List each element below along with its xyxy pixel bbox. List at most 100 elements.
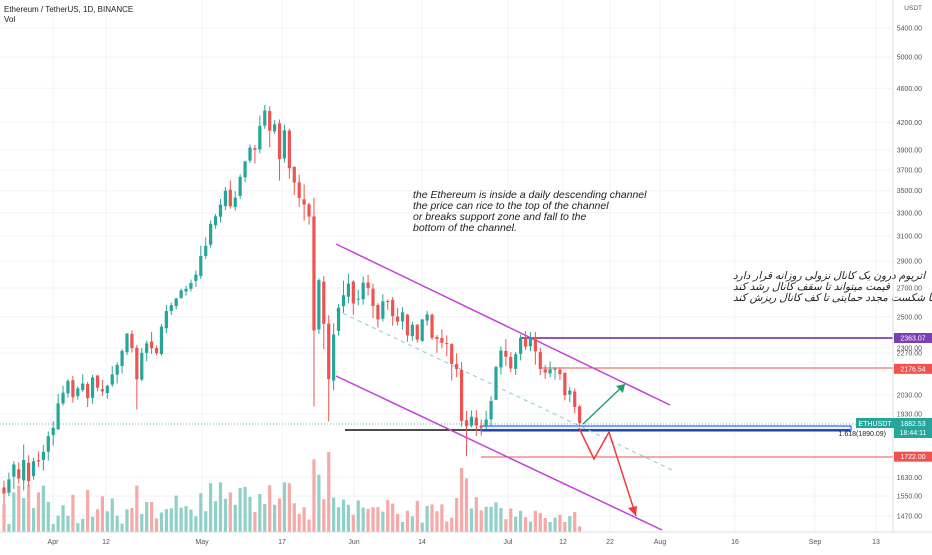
volume-bar (184, 506, 188, 532)
candle-body (150, 341, 154, 349)
volume-bar (76, 523, 80, 532)
candle-body (440, 338, 444, 343)
price-axis[interactable]: USDT 5400.00 5000.00 4600.00 4200.00 3900.00… (892, 0, 922, 532)
support-zone[interactable] (480, 425, 852, 432)
volume-bar (95, 509, 100, 532)
candle-body (489, 401, 493, 420)
candle-body (558, 369, 562, 375)
price-tick-label: 1550.00 (897, 494, 922, 501)
candle-body (253, 148, 257, 150)
volume-bar (7, 524, 11, 532)
candle-body (258, 125, 262, 150)
candle-body (90, 377, 95, 398)
volume-bar (243, 486, 247, 532)
candle-body (36, 460, 41, 462)
volume-bar (223, 498, 227, 532)
candle-body (213, 216, 218, 226)
volume-bar (568, 516, 572, 532)
volume-bar (46, 502, 50, 532)
candle-body (346, 283, 350, 297)
price-level-value: 2363.07 (900, 336, 925, 343)
candle-body (459, 369, 464, 422)
volume-bar (86, 490, 90, 532)
english-annotation[interactable]: the Ethereum is inside a daily descendin… (413, 189, 647, 234)
volume-bar (504, 519, 508, 532)
candle-body (184, 288, 188, 292)
volume-bar (164, 509, 168, 532)
volume-bar (548, 522, 552, 532)
volume-bar (405, 510, 410, 532)
price-tick-label: 2500.00 (897, 314, 922, 321)
candle-body (494, 366, 498, 400)
candle-body (238, 176, 242, 196)
volume-bar (204, 511, 208, 532)
candle-body (243, 161, 247, 178)
volume-bar (371, 507, 375, 532)
channel-mid-line[interactable] (335, 309, 673, 471)
candle-body (479, 425, 483, 428)
candle-body (297, 182, 301, 198)
candle-body (41, 451, 45, 460)
volume-bar (41, 485, 45, 532)
channel-bottom-line[interactable] (335, 375, 663, 531)
volume-bar (332, 497, 336, 532)
candle-body (71, 380, 75, 398)
candle-body (538, 352, 542, 369)
price-tick-label: 1470.00 (897, 514, 922, 521)
candle-body (543, 369, 547, 373)
bullish-arrow-head (616, 384, 625, 393)
candle-body (391, 299, 395, 317)
volume-indicator-label: Vol (4, 15, 15, 24)
symbol-title: Ethereum / TetherUS, 1D, BINANCE (4, 5, 133, 14)
bullish-forecast-arrow[interactable] (582, 383, 626, 425)
candle-body (2, 487, 6, 494)
candle-body (218, 204, 223, 217)
candle-body (351, 281, 355, 304)
time-tick-label: Sep (809, 539, 822, 546)
candle-body (469, 416, 473, 426)
candle-body (292, 166, 296, 183)
volume-bar (381, 511, 385, 532)
volume-bar (174, 495, 178, 532)
volume-bar (573, 512, 577, 532)
candle-body (130, 333, 134, 349)
bearish-forecast-arrow[interactable] (578, 427, 637, 517)
price-tick-label: 3300.00 (897, 210, 922, 217)
volume-bar (538, 512, 542, 532)
candle-body (396, 316, 400, 322)
candle-body (420, 319, 424, 341)
price-tick-label: 1930.00 (897, 411, 922, 418)
candle-body (86, 383, 90, 399)
candle-body (484, 419, 488, 426)
annotation-fa-line-2: قیمت میتواند تا سقف کانال رشد کند (733, 281, 891, 293)
volume-bar (199, 493, 203, 532)
volume-bar (533, 510, 537, 532)
drawings-layer (0, 243, 893, 531)
candle-body (120, 350, 124, 367)
volume-bar (346, 504, 350, 532)
price-tick-label: 4200.00 (897, 120, 922, 127)
volume-bar (523, 517, 528, 532)
candle-body (22, 460, 26, 481)
volume-bar (277, 498, 282, 532)
price-level-value: 2176.54 (900, 366, 925, 373)
volume-bar (445, 521, 449, 532)
persian-annotation[interactable]: اتریوم درون یک کانال نزولی روزانه قرار د… (733, 270, 932, 304)
volume-bar (150, 502, 154, 532)
price-level-badge (894, 451, 932, 462)
candle-body (46, 436, 50, 452)
candle-body (248, 147, 252, 161)
candle-body (110, 374, 114, 385)
channel-top-line[interactable] (335, 243, 671, 406)
time-axis[interactable]: Apr 12 May 17 Jun 14 Jul 12 22 Aug 16 Sep 13 (0, 531, 932, 546)
volume-bar (519, 510, 523, 532)
candle-body (499, 350, 503, 368)
price-tick-label: 5400.00 (897, 26, 922, 33)
volume-bar (341, 499, 346, 532)
annotation-line-1: the Ethereum is inside a daily descendin… (413, 189, 647, 201)
candle-body (376, 304, 380, 320)
volume-bar (228, 492, 232, 532)
candle-body (135, 347, 139, 380)
